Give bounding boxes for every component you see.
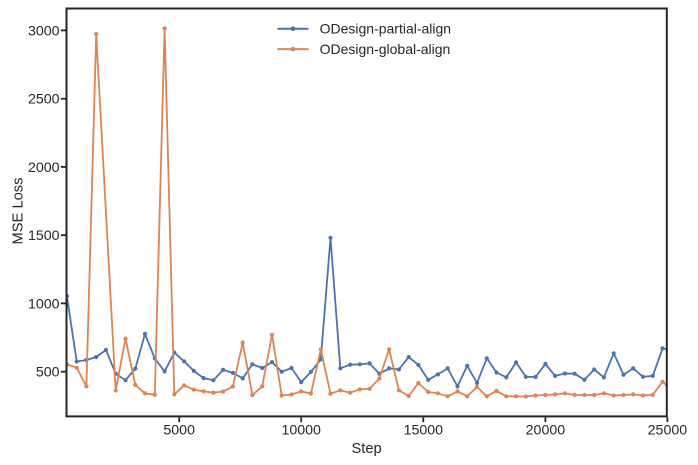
svg-text:ODesign-global-align: ODesign-global-align <box>320 41 451 57</box>
svg-text:5000: 5000 <box>163 423 195 439</box>
svg-text:3000: 3000 <box>28 23 60 39</box>
svg-text:500: 500 <box>36 365 60 381</box>
svg-text:20000: 20000 <box>526 423 566 439</box>
svg-text:10000: 10000 <box>281 423 321 439</box>
svg-text:ODesign-partial-align: ODesign-partial-align <box>320 21 452 37</box>
svg-text:1500: 1500 <box>28 228 60 244</box>
svg-text:15000: 15000 <box>404 423 444 439</box>
svg-text:MSE Loss: MSE Loss <box>11 178 27 245</box>
svg-text:2500: 2500 <box>28 92 60 108</box>
svg-text:Step: Step <box>351 441 381 457</box>
svg-text:1000: 1000 <box>28 296 60 312</box>
svg-text:2000: 2000 <box>28 160 60 176</box>
svg-text:25000: 25000 <box>648 423 688 439</box>
